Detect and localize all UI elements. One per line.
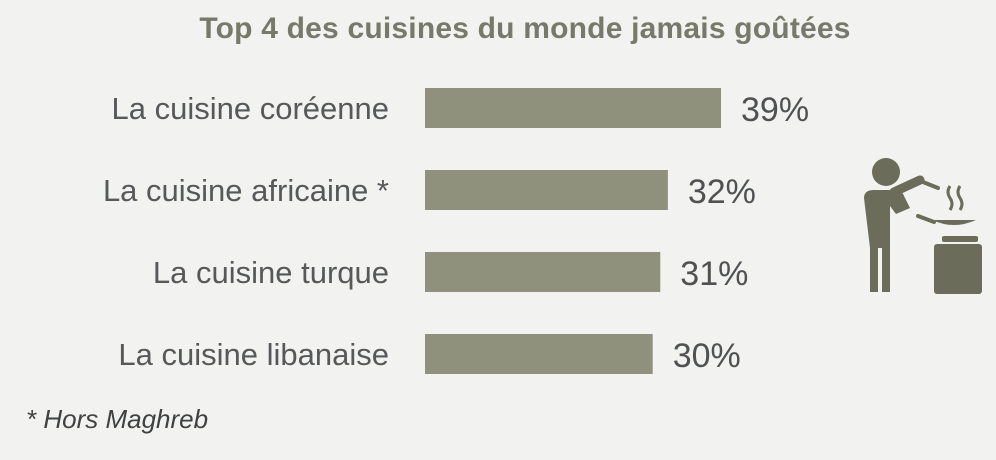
value-label: 31%	[680, 255, 748, 293]
category-label: La cuisine africaine *	[103, 173, 389, 208]
chart-title: Top 4 des cuisines du monde jamais goûté…	[199, 12, 851, 45]
bar	[425, 170, 668, 210]
category-label: La cuisine turque	[153, 255, 389, 290]
bar	[425, 334, 653, 374]
value-label: 32%	[688, 173, 756, 211]
value-label: 39%	[741, 91, 809, 129]
bar	[425, 252, 661, 292]
category-label: La cuisine libanaise	[118, 337, 389, 372]
value-label: 30%	[673, 337, 741, 375]
chef-cooking-icon	[864, 158, 982, 294]
footnote: * Hors Maghreb	[26, 404, 209, 434]
category-label: La cuisine coréenne	[112, 91, 389, 126]
bar	[425, 88, 721, 128]
